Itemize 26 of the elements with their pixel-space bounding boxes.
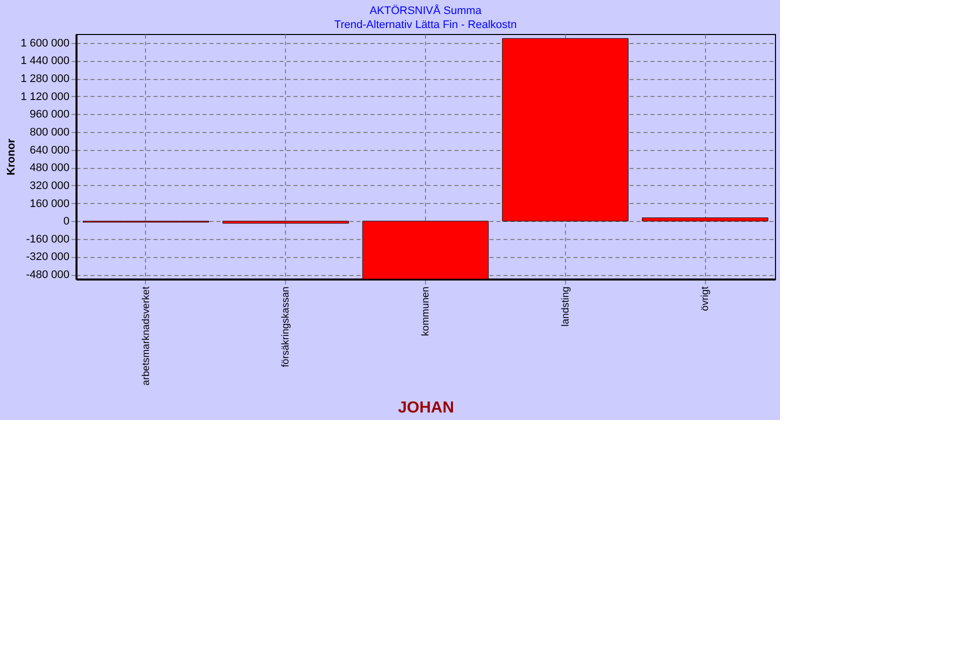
bar: [502, 38, 628, 222]
y-tick-label: 160 000: [30, 198, 70, 210]
y-tick-label: -480 000: [26, 269, 70, 282]
y-tick-label: 320 000: [30, 180, 70, 192]
y-tick-label: -320 000: [26, 251, 70, 264]
y-tick-label: 1 600 000: [20, 37, 70, 50]
x-tick-label: övrigt: [700, 286, 712, 311]
x-tick-label: försäkringskassan: [280, 286, 292, 368]
x-tick-label: landsting: [560, 286, 572, 327]
y-tick-label: 1 440 000: [20, 55, 70, 68]
x-axis-title: JOHAN: [398, 399, 454, 416]
bar: [642, 218, 768, 222]
y-tick-label: 1 280 000: [20, 73, 70, 86]
chart-subtitle: Trend-Alternativ Lätta Fin - Realkostn: [334, 19, 517, 31]
y-tick-label: 960 000: [30, 108, 70, 121]
bar: [222, 220, 349, 224]
y-tick-label: 640 000: [30, 144, 70, 156]
y-tick-label: 0: [63, 216, 70, 228]
x-tick-label: kommunen: [420, 286, 432, 336]
chart-title: AKTÖRSNIVÅ Summa: [370, 4, 482, 17]
y-tick-label: 480 000: [30, 162, 70, 174]
y-tick-label: -160 000: [26, 233, 70, 246]
y-tick-label: 1 120 000: [20, 90, 70, 103]
y-axis-title: Kronor: [6, 138, 18, 176]
x-tick-label: arbetsmarknadsverket: [140, 286, 152, 386]
y-tick-label: 800 000: [30, 126, 70, 138]
